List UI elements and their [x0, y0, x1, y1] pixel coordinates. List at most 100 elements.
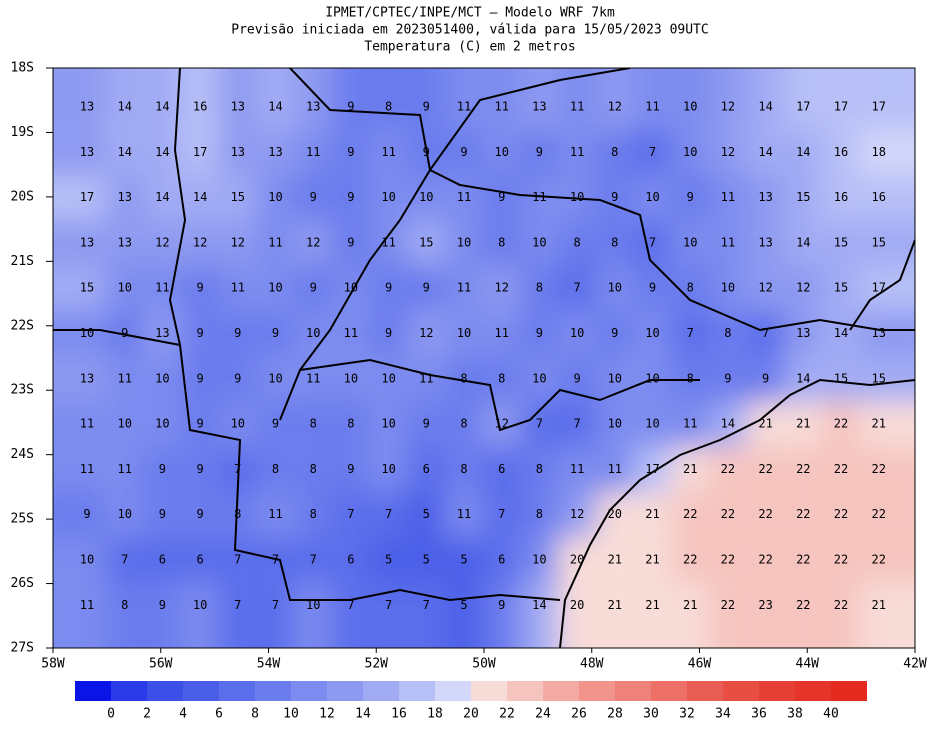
grid-value: 22: [721, 598, 735, 612]
colorbar-swatch: [723, 681, 759, 701]
grid-value: 21: [871, 417, 885, 431]
grid-value: 10: [381, 190, 395, 204]
grid-value: 9: [460, 145, 467, 159]
field-cell: [332, 492, 370, 538]
field-cell: [633, 220, 672, 266]
colorbar-label: 38: [787, 707, 803, 722]
field-cell: [181, 492, 219, 538]
field-cell: [256, 174, 295, 221]
field-cell: [482, 220, 521, 266]
grid-value: 11: [645, 100, 659, 114]
field-cell: [294, 356, 333, 402]
grid-value: 10: [645, 190, 659, 204]
field-cells: [53, 68, 915, 648]
field-cell: [294, 174, 333, 221]
field-cell: [445, 582, 483, 648]
grid-value: 9: [234, 371, 241, 385]
grid-value: 10: [532, 235, 546, 249]
grid-value: 13: [231, 100, 245, 114]
colorbar-swatch: [471, 681, 507, 701]
grid-value: 7: [234, 598, 241, 612]
field-cell: [332, 310, 370, 357]
grid-value: 17: [80, 190, 94, 204]
field-cell: [633, 492, 672, 538]
field-cell: [822, 401, 860, 447]
grid-value: 5: [423, 507, 430, 521]
grid-value: 9: [724, 371, 731, 385]
colorbar-label: 2: [143, 707, 151, 722]
grid-value: 7: [272, 598, 279, 612]
grid-value: 10: [683, 235, 697, 249]
grid-value: 9: [423, 100, 430, 114]
field-cell: [746, 446, 785, 493]
grid-value: 11: [268, 507, 282, 521]
field-cell: [784, 310, 823, 357]
grid-value: 15: [834, 235, 848, 249]
colorbar-swatch: [687, 681, 723, 701]
grid-value: 11: [80, 598, 94, 612]
field-cell: [784, 537, 823, 583]
field-cell: [709, 265, 747, 311]
lon-label: 56W: [149, 657, 173, 672]
colorbar-label: 36: [751, 707, 767, 722]
field-cell: [143, 220, 182, 266]
grid-value: 10: [268, 281, 282, 295]
colorbar-swatch: [363, 681, 399, 701]
field-cell: [445, 68, 483, 130]
field-cell: [859, 174, 915, 221]
colorbar-label: 34: [715, 707, 731, 722]
field-cell: [709, 310, 747, 357]
field-cell: [520, 265, 559, 311]
field-cell: [369, 537, 408, 583]
grid-value: 8: [611, 235, 618, 249]
field-cell: [859, 537, 915, 583]
field-cell: [53, 129, 106, 175]
field-cell: [709, 129, 747, 175]
grid-value: 22: [871, 507, 885, 521]
state-border: [279, 358, 700, 432]
grid-value: 22: [758, 507, 772, 521]
field-cell: [332, 220, 370, 266]
field-cell: [218, 68, 257, 130]
field-cell: [859, 446, 915, 493]
grid-value: 8: [310, 462, 317, 476]
grid-value: 10: [306, 326, 320, 340]
grid-value: 22: [683, 553, 697, 567]
grid-value: 9: [310, 281, 317, 295]
colorbar-swatch: [759, 681, 795, 701]
colorbar-swatch: [615, 681, 651, 701]
title-line: Previsão iniciada em 2023051400, válida …: [231, 23, 708, 38]
grid-value: 9: [611, 326, 618, 340]
grid-value: 13: [758, 235, 772, 249]
grid-value: 14: [834, 326, 848, 340]
grid-value: 21: [645, 507, 659, 521]
grid-value: 15: [419, 235, 433, 249]
field-cell: [595, 265, 634, 311]
grid-value: 17: [193, 145, 207, 159]
colorbar-label: 4: [179, 707, 187, 722]
lat-label: 19S: [11, 125, 34, 140]
field-cell: [709, 401, 747, 447]
field-cell: [105, 356, 144, 402]
grid-value: 9: [234, 326, 241, 340]
grid-value: 11: [80, 462, 94, 476]
field-cell: [520, 582, 559, 648]
grid-value: 13: [268, 145, 282, 159]
grid-value: 11: [344, 326, 358, 340]
field-cell: [822, 356, 860, 402]
grid-value: 11: [381, 145, 395, 159]
grid-value: 11: [268, 235, 282, 249]
field-cell: [633, 129, 672, 175]
colorbar-label: 14: [355, 707, 371, 722]
field-cell: [482, 356, 521, 402]
grid-value: 10: [117, 417, 131, 431]
field-cell: [369, 265, 408, 311]
field-cell: [671, 537, 710, 583]
field-cell: [218, 537, 257, 583]
field-cell: [407, 310, 446, 357]
grid-value: 9: [196, 417, 203, 431]
field-cell: [332, 446, 370, 493]
colorbar-label: 24: [535, 707, 551, 722]
grid-value: 14: [155, 145, 169, 159]
grid-value: 13: [532, 100, 546, 114]
